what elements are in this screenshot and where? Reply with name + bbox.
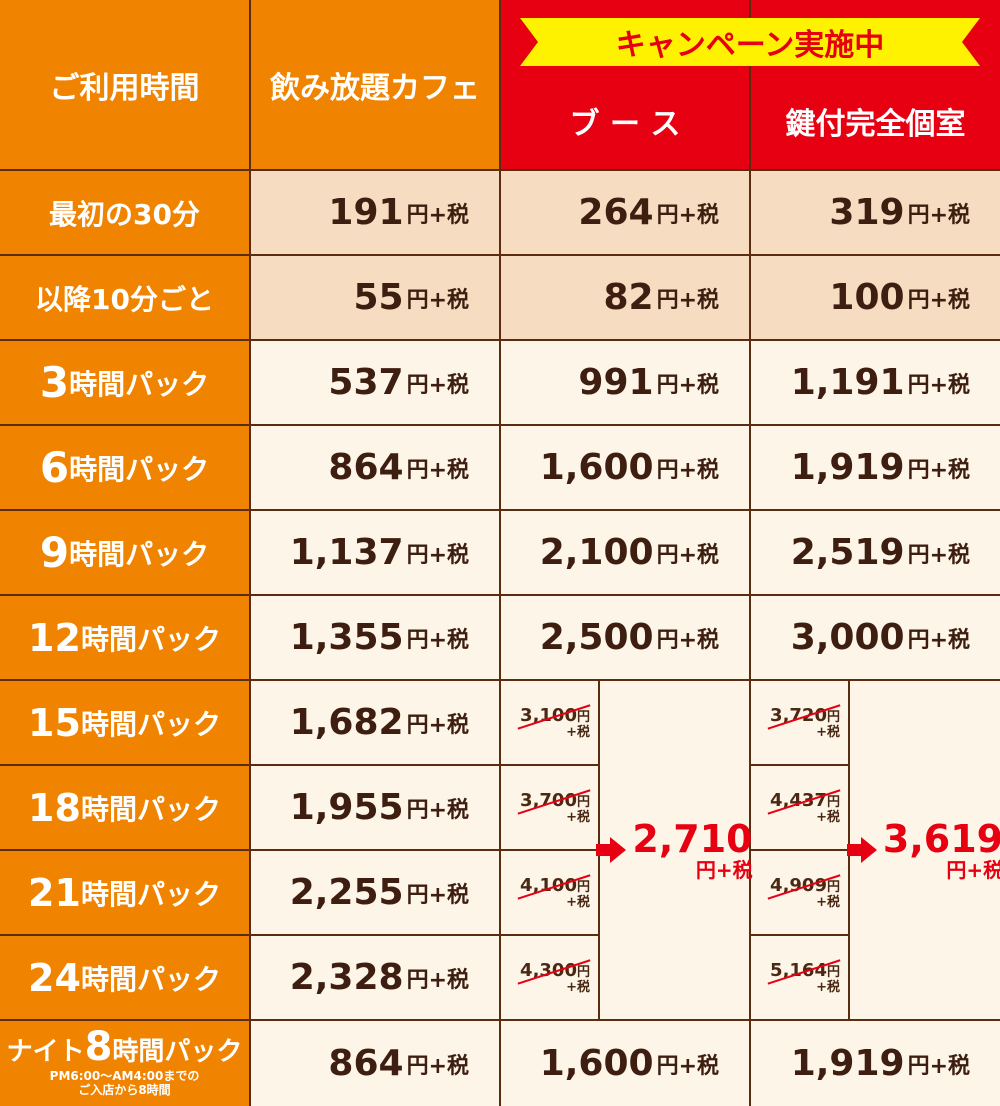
price-cell: 319 円+税 bbox=[751, 171, 1000, 254]
header-cafe: 飲み放題カフェ bbox=[251, 0, 499, 169]
price-cell: 537 円+税 bbox=[251, 341, 499, 424]
campaign-banner-text: キャンペーン実施中 bbox=[615, 28, 885, 63]
booth-campaign-unit: 円+税 bbox=[695, 858, 753, 882]
room-campaign-unit: 円+税 bbox=[946, 858, 1000, 882]
campaign-banner: キャンペーン実施中 bbox=[500, 14, 1000, 70]
price-cell: 1,955 円+税 bbox=[251, 766, 499, 849]
night-note-hours: PM6:00～AM4:00までの bbox=[49, 1069, 200, 1083]
booth-campaign-price: 2,710 円+税 bbox=[596, 681, 753, 1019]
price-cell: 1,682 円+税 bbox=[251, 681, 499, 764]
booth-old-price: 3,700円 +税 bbox=[501, 766, 598, 849]
room-old-price: 3,720円 +税 bbox=[751, 681, 848, 764]
price-cell: 100 円+税 bbox=[751, 256, 1000, 339]
row-label-9h-pack: 9 時間パック bbox=[0, 511, 249, 594]
price-cell: 2,255 円+税 bbox=[251, 851, 499, 934]
price-cell: 991 円+税 bbox=[501, 341, 749, 424]
row-label-per-10min: 以降10分ごと bbox=[0, 256, 249, 339]
price-cell: 82 円+税 bbox=[501, 256, 749, 339]
price-cell: 1,919 円+税 bbox=[751, 1021, 1000, 1106]
booth-old-price: 3,100円 +税 bbox=[501, 681, 598, 764]
price-cell: 1,919 円+税 bbox=[751, 426, 1000, 509]
price-cell: 55 円+税 bbox=[251, 256, 499, 339]
header-usage-time: ご利用時間 bbox=[0, 0, 249, 169]
booth-old-price: 4,300円 +税 bbox=[501, 936, 598, 1019]
price-cell: 864 円+税 bbox=[251, 1021, 499, 1106]
price-cell: 1,600 円+税 bbox=[501, 426, 749, 509]
row-label-24h-pack: 24 時間パック bbox=[0, 936, 249, 1019]
row-label-18h-pack: 18 時間パック bbox=[0, 766, 249, 849]
row-label-night-8h-pack: ナイト8時間パック PM6:00～AM4:00までの ご入店から8時間 bbox=[0, 1021, 249, 1106]
room-old-price: 4,437円 +税 bbox=[751, 766, 848, 849]
price-cell: 191 円+税 bbox=[251, 171, 499, 254]
price-cell: 1,355 円+税 bbox=[251, 596, 499, 679]
booth-campaign-value: 2,710 bbox=[632, 817, 753, 861]
price-cell: 2,100 円+税 bbox=[501, 511, 749, 594]
room-campaign-price: 3,619 円+税 bbox=[846, 681, 1000, 1019]
price-cell: 1,191 円+税 bbox=[751, 341, 1000, 424]
arrow-right-icon bbox=[846, 837, 877, 863]
row-label-first-30min: 最初の30分 bbox=[0, 171, 249, 254]
price-cell: 2,519 円+税 bbox=[751, 511, 1000, 594]
row-label-15h-pack: 15 時間パック bbox=[0, 681, 249, 764]
booth-old-price: 4,100円 +税 bbox=[501, 851, 598, 934]
arrow-right-icon bbox=[596, 837, 627, 863]
room-old-price: 5,164円 +税 bbox=[751, 936, 848, 1019]
price-cell: 2,328 円+税 bbox=[251, 936, 499, 1019]
price-cell: 3,000 円+税 bbox=[751, 596, 1000, 679]
price-cell: 2,500 円+税 bbox=[501, 596, 749, 679]
price-cell: 864 円+税 bbox=[251, 426, 499, 509]
price-cell: 264 円+税 bbox=[501, 171, 749, 254]
price-cell: 1,137 円+税 bbox=[251, 511, 499, 594]
row-label-6h-pack: 6 時間パック bbox=[0, 426, 249, 509]
night-note-duration: ご入店から8時間 bbox=[78, 1083, 171, 1097]
room-old-price: 4,909円 +税 bbox=[751, 851, 848, 934]
price-cell: 1,600 円+税 bbox=[501, 1021, 749, 1106]
row-label-12h-pack: 12 時間パック bbox=[0, 596, 249, 679]
row-label-21h-pack: 21 時間パック bbox=[0, 851, 249, 934]
row-label-3h-pack: 3 時間パック bbox=[0, 341, 249, 424]
room-campaign-value: 3,619 bbox=[882, 817, 1000, 861]
